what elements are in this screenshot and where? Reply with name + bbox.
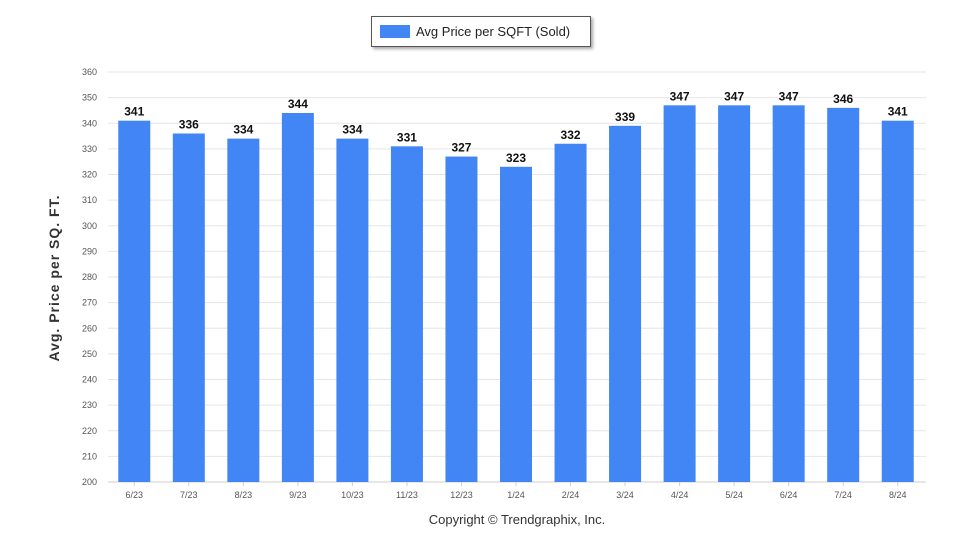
bar-value-label: 341 <box>124 105 144 119</box>
y-tick-label: 280 <box>82 272 97 282</box>
copyright: Copyright © Trendgraphix, Inc. <box>428 512 606 527</box>
x-tick-label: 1/24 <box>507 490 525 500</box>
x-tick-label: 2/24 <box>562 490 580 500</box>
bar <box>281 113 314 482</box>
y-tick-label: 250 <box>82 349 97 359</box>
x-tick-label: 3/24 <box>616 490 634 500</box>
bar-value-label: 347 <box>724 89 744 103</box>
y-tick-label: 330 <box>82 144 97 154</box>
bar <box>172 133 205 482</box>
bar <box>336 138 369 482</box>
bar-value-label: 344 <box>288 97 308 111</box>
x-tick-label: 7/23 <box>180 490 198 500</box>
legend-label: Avg Price per SQFT (Sold) <box>416 24 571 39</box>
bar <box>500 166 532 482</box>
x-tick-label: 12/23 <box>450 490 473 500</box>
bar-value-label: 323 <box>506 151 526 165</box>
x-tick-label: 11/23 <box>396 490 418 500</box>
y-tick-label: 320 <box>82 170 97 180</box>
y-tick-label: 210 <box>82 451 97 461</box>
x-tick-label: 8/23 <box>235 490 253 500</box>
x-tick-label: 7/24 <box>834 490 852 500</box>
y-tick-label: 270 <box>82 298 97 308</box>
bar <box>881 120 914 482</box>
x-tick-label: 8/24 <box>889 490 907 500</box>
legend: Avg Price per SQFT (Sold) <box>371 16 591 47</box>
bar <box>227 138 260 482</box>
x-tick-label: 9/23 <box>289 490 307 500</box>
x-tick-label: 6/24 <box>780 490 798 500</box>
x-tick-label: 5/24 <box>725 490 743 500</box>
y-tick-label: 310 <box>82 195 97 205</box>
bar-value-label: 332 <box>561 128 581 142</box>
bar-value-label: 327 <box>451 141 471 155</box>
y-axis-label: Avg. Price per SQ. FT. <box>46 194 62 362</box>
bar <box>390 146 423 482</box>
bar <box>445 156 478 482</box>
bar-value-label: 334 <box>342 123 362 137</box>
y-tick-label: 200 <box>82 477 97 487</box>
bar <box>772 105 805 482</box>
bar-value-label: 341 <box>888 105 908 119</box>
x-tick-label: 4/24 <box>671 490 689 500</box>
y-tick-label: 340 <box>82 118 97 128</box>
bar-value-label: 334 <box>233 123 253 137</box>
bar-value-label: 346 <box>833 92 853 106</box>
bar <box>827 107 860 482</box>
bar <box>118 120 151 482</box>
bar <box>609 125 642 482</box>
bar-value-label: 336 <box>179 118 199 132</box>
bar-value-label: 347 <box>779 89 799 103</box>
y-tick-label: 290 <box>82 246 97 256</box>
y-tick-label: 350 <box>82 93 97 103</box>
bar <box>554 143 587 482</box>
bar-value-label: 331 <box>397 130 417 144</box>
x-tick-label: 6/23 <box>126 490 144 500</box>
legend-swatch <box>380 25 410 38</box>
y-tick-label: 230 <box>82 400 97 410</box>
bar <box>718 105 751 482</box>
bar <box>663 105 696 482</box>
bar-value-label: 339 <box>615 110 635 124</box>
x-tick-label: 10/23 <box>341 490 364 500</box>
y-tick-label: 300 <box>82 221 97 231</box>
y-tick-label: 260 <box>82 323 97 333</box>
y-tick-label: 240 <box>82 375 97 385</box>
y-tick-label: 220 <box>82 426 97 436</box>
y-tick-label: 360 <box>82 67 97 77</box>
bar-value-label: 347 <box>670 89 690 103</box>
